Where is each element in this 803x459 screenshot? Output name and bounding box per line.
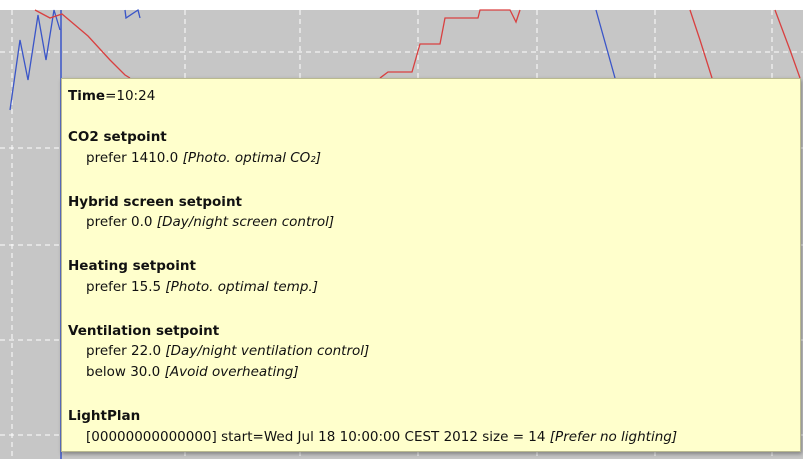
- line-text: below 30.0: [86, 364, 161, 380]
- line-text: prefer 1410.0: [86, 149, 179, 166]
- section-title-text: Ventilation setpoint: [68, 322, 220, 339]
- section-title: CO2 setpoint: [68, 128, 167, 146]
- section-title-text: Hybrid screen setpoint: [68, 193, 243, 210]
- time-value: =10:24: [105, 88, 156, 104]
- time-label: Time: [68, 88, 106, 104]
- section-title: Hybrid screen setpoint: [68, 193, 242, 211]
- section-line: prefer 1410.0 [Photo. optimal CO₂]: [86, 149, 321, 167]
- section-title-text: Heating setpoint: [68, 258, 196, 274]
- line-note: [Day/night ventilation control]: [165, 343, 370, 359]
- section-title-text: LightPlan: [68, 408, 141, 424]
- line-note: [Avoid overheating]: [164, 364, 299, 380]
- section-title: Heating setpoint: [68, 257, 196, 275]
- section-title-text: CO2 setpoint: [68, 129, 167, 145]
- red-line: [34, 9, 131, 79]
- line-text: prefer 15.5: [86, 278, 162, 295]
- red-line: [689, 9, 713, 79]
- section-line: [00000000000000] start=Wed Jul 18 10:00:…: [86, 428, 677, 446]
- line-text: prefer 0.0: [86, 214, 153, 230]
- section-line: prefer 15.5 [Photo. optimal temp.]: [86, 278, 318, 296]
- line-text: [00000000000000] start=Wed Jul 18 10:00:…: [86, 428, 546, 445]
- line-note: [Photo. optimal CO₂]: [182, 149, 321, 166]
- tooltip: Time=10:24 CO2 setpoint prefer 1410.0 [Pho…: [61, 78, 801, 452]
- blue-line: [9, 9, 61, 111]
- line-note: [Day/night screen control]: [156, 214, 335, 230]
- section-line: below 30.0 [Avoid overheating]: [86, 363, 299, 381]
- red-line: [774, 9, 801, 79]
- section-line: prefer 0.0 [Day/night screen control]: [86, 213, 334, 231]
- line-text: prefer 22.0: [86, 343, 162, 359]
- time-row: Time=10:24: [68, 87, 155, 105]
- section-title: LightPlan: [68, 407, 140, 425]
- blue-line: [595, 9, 616, 79]
- section-line: prefer 22.0 [Day/night ventilation contr…: [86, 342, 369, 360]
- line-note: [Prefer no lighting]: [549, 428, 678, 445]
- red-line: [379, 9, 521, 79]
- blue-line: [124, 8, 141, 20]
- line-note: [Photo. optimal temp.]: [165, 278, 318, 295]
- section-title: Ventilation setpoint: [68, 322, 219, 340]
